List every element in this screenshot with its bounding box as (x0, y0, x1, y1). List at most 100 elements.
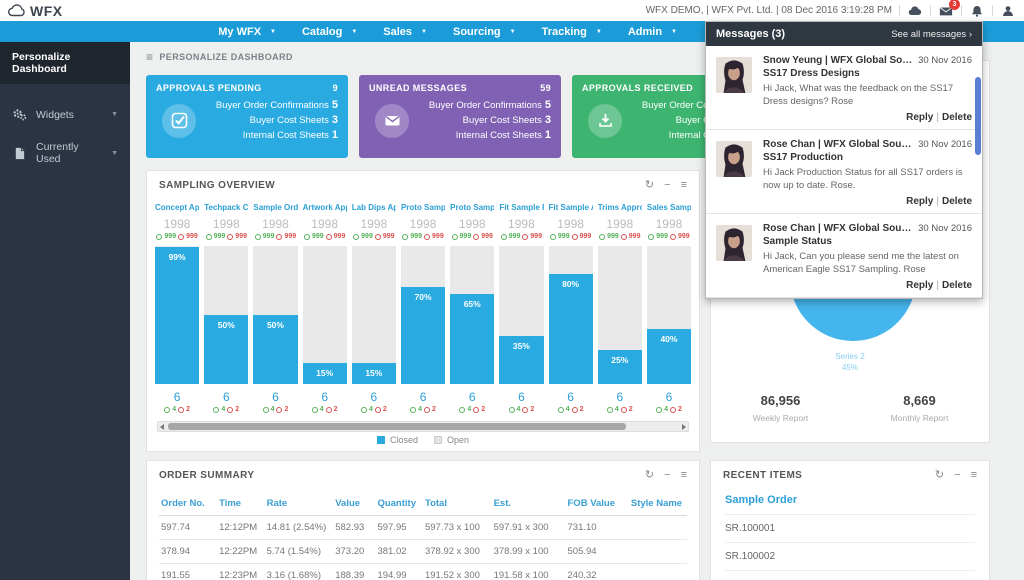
bar-closed-fill[interactable]: 80% (548, 273, 593, 384)
user-profile-icon[interactable] (1000, 4, 1016, 18)
bar-closed-fill[interactable]: 25% (597, 349, 642, 384)
reply-link[interactable]: Reply (906, 280, 934, 291)
bar-closed-fill[interactable]: 70% (400, 287, 446, 384)
column-header: FOB Value (565, 492, 629, 516)
sampling-total-link[interactable]: 6 (616, 390, 624, 404)
messages-icon[interactable]: 3 (938, 0, 960, 18)
delete-link[interactable]: Delete (941, 280, 972, 291)
panel-menu-icon[interactable]: ≡ (680, 179, 687, 191)
bar-closed-fill[interactable]: 40% (646, 328, 692, 384)
refresh-icon[interactable]: ↻ (644, 179, 655, 191)
sampling-bottom-counts: 4 2 (262, 406, 288, 413)
bar-closed-fill[interactable]: 35% (499, 335, 544, 384)
sampling-column: Artwork Appr 1998 999 999 15% 6 (302, 203, 347, 413)
scroll-right-arrow[interactable] (682, 424, 686, 430)
green-status-icon (451, 233, 458, 240)
green-status-icon (648, 233, 655, 240)
sampling-total-link[interactable]: 6 (370, 390, 378, 404)
nav-menu-item[interactable]: Admin ▼ (615, 21, 690, 42)
sampling-top-counts: 999 999 (402, 233, 444, 240)
sidebar-item-widgets[interactable]: Widgets ▼ (0, 98, 130, 131)
sampling-total-link[interactable]: 6 (665, 390, 673, 404)
reply-link[interactable]: Reply (906, 112, 934, 123)
sampling-total-link[interactable]: 6 (518, 390, 525, 404)
delete-link[interactable]: Delete (941, 196, 972, 207)
refresh-icon[interactable]: ↻ (644, 469, 655, 481)
table-row[interactable]: 597.74 12:12PM 14.81 (2.54%) 582.93 597.95… (159, 515, 687, 540)
bar-closed-fill[interactable]: 99% (155, 247, 200, 384)
sampling-top-counts: 999 999 (648, 233, 690, 240)
sampling-stage-link[interactable]: Techpack Cre (204, 203, 249, 212)
sampling-total-link[interactable]: 6 (173, 390, 181, 404)
messages-scrollbar-thumb[interactable] (975, 77, 981, 155)
scroll-left-arrow[interactable] (160, 424, 164, 430)
sampling-stage-link[interactable]: Concept Appr (155, 203, 200, 212)
collapse-icon[interactable]: − (664, 179, 671, 191)
sampling-stage-link[interactable]: Fit Sample Ag (548, 203, 593, 212)
bar-closed-fill[interactable]: 50% (253, 315, 298, 384)
recent-item[interactable]: SR.100001 (725, 515, 975, 543)
sampling-stage-link[interactable]: Proto Sample (400, 203, 446, 212)
legend-closed-swatch (376, 436, 385, 444)
sample-order-link[interactable]: Sample Order (725, 494, 975, 515)
collapse-icon[interactable]: − (954, 469, 961, 481)
nav-menu-item[interactable]: Tracking ▼ (529, 21, 615, 42)
table-row[interactable]: 378.94 12:22PM 5.74 (1.54%) 373.20 381.02 3… (159, 539, 687, 564)
notifications-bell-icon[interactable] (969, 4, 985, 18)
bar-closed-fill[interactable]: 50% (204, 315, 249, 384)
recent-item[interactable]: SR.100003 (725, 571, 975, 580)
sampling-total-link[interactable]: 6 (419, 390, 427, 404)
legend-open-swatch (433, 436, 442, 444)
reply-link[interactable]: Reply (906, 196, 934, 207)
sampling-year-label: 1998 (458, 217, 486, 231)
sampling-stage-link[interactable]: Fit Sample Re (499, 203, 543, 212)
menu-toggle-icon[interactable]: ≡ (146, 50, 154, 64)
sampling-total-link[interactable]: 6 (567, 390, 574, 404)
nav-item-label: Sales (383, 25, 413, 38)
sampling-total-link[interactable]: 6 (468, 390, 476, 404)
scrollbar-thumb[interactable] (168, 423, 626, 430)
sampling-stage-link[interactable]: Trims Approv (597, 203, 642, 212)
sampling-total-link[interactable]: 6 (222, 390, 230, 404)
nav-menu-item[interactable]: Catalog ▼ (289, 21, 370, 42)
bar-closed-fill[interactable]: 15% (351, 363, 396, 384)
sampling-top-counts: 999 999 (500, 233, 542, 240)
table-row[interactable]: 191.55 12:23PM 3.16 (1.68%) 188.39 194.99 1… (159, 563, 687, 580)
refresh-icon[interactable]: ↻ (934, 469, 945, 481)
nav-menu-item[interactable]: Sales ▼ (370, 21, 440, 42)
bar-value-label: 65% (463, 299, 481, 310)
sampling-column: Lab Dips App 1998 999 999 15% 6 (351, 203, 396, 413)
breadcrumb-label: PERSONALIZE DASHBOARD (159, 52, 293, 62)
divider (930, 5, 931, 16)
sampling-total-link[interactable]: 6 (321, 390, 328, 404)
sampling-bottom-counts: 4 2 (606, 406, 633, 413)
column-header: Est. (491, 492, 566, 516)
sampling-stage-link[interactable]: Sample Order (253, 203, 298, 212)
green-status-icon (508, 406, 515, 413)
see-all-messages-link[interactable]: See all messages › (891, 28, 972, 40)
nav-menu-item[interactable]: Sourcing ▼ (440, 21, 529, 42)
message-subject: Sample Status (763, 236, 832, 247)
messages-dropdown: Messages (3) See all messages › Snow Yeu… (705, 21, 983, 299)
top-bar: WFX WFX DEMO, | WFX Pvt. Ltd. | 08 Dec 2… (0, 0, 1024, 21)
sampling-stage-link[interactable]: Sales Sample (646, 203, 692, 212)
bar-closed-fill[interactable]: 65% (450, 294, 495, 384)
panel-menu-icon[interactable]: ≡ (970, 469, 977, 481)
sampling-total-link[interactable]: 6 (272, 390, 279, 404)
panel-menu-icon[interactable]: ≡ (680, 469, 687, 481)
recent-item[interactable]: SR.100002 (725, 543, 975, 571)
bar-closed-fill[interactable]: 15% (302, 363, 347, 384)
sidebar-item-currently-used[interactable]: Currently Used ▼ (0, 131, 130, 175)
sampling-stage-link[interactable]: Lab Dips App (351, 203, 396, 212)
collapse-icon[interactable]: − (664, 469, 671, 481)
bar-value-label: 35% (512, 340, 530, 351)
bar-track: 50% (204, 246, 249, 384)
delete-link[interactable]: Delete (941, 112, 972, 123)
nav-menu-item[interactable]: My WFX ▼ (205, 21, 289, 42)
sampling-stage-link[interactable]: Proto Sample (450, 203, 495, 212)
sampling-stage-link[interactable]: Artwork Appr (302, 203, 347, 212)
wfx-logo[interactable]: WFX (8, 3, 63, 19)
cloud-icon[interactable] (907, 4, 923, 18)
